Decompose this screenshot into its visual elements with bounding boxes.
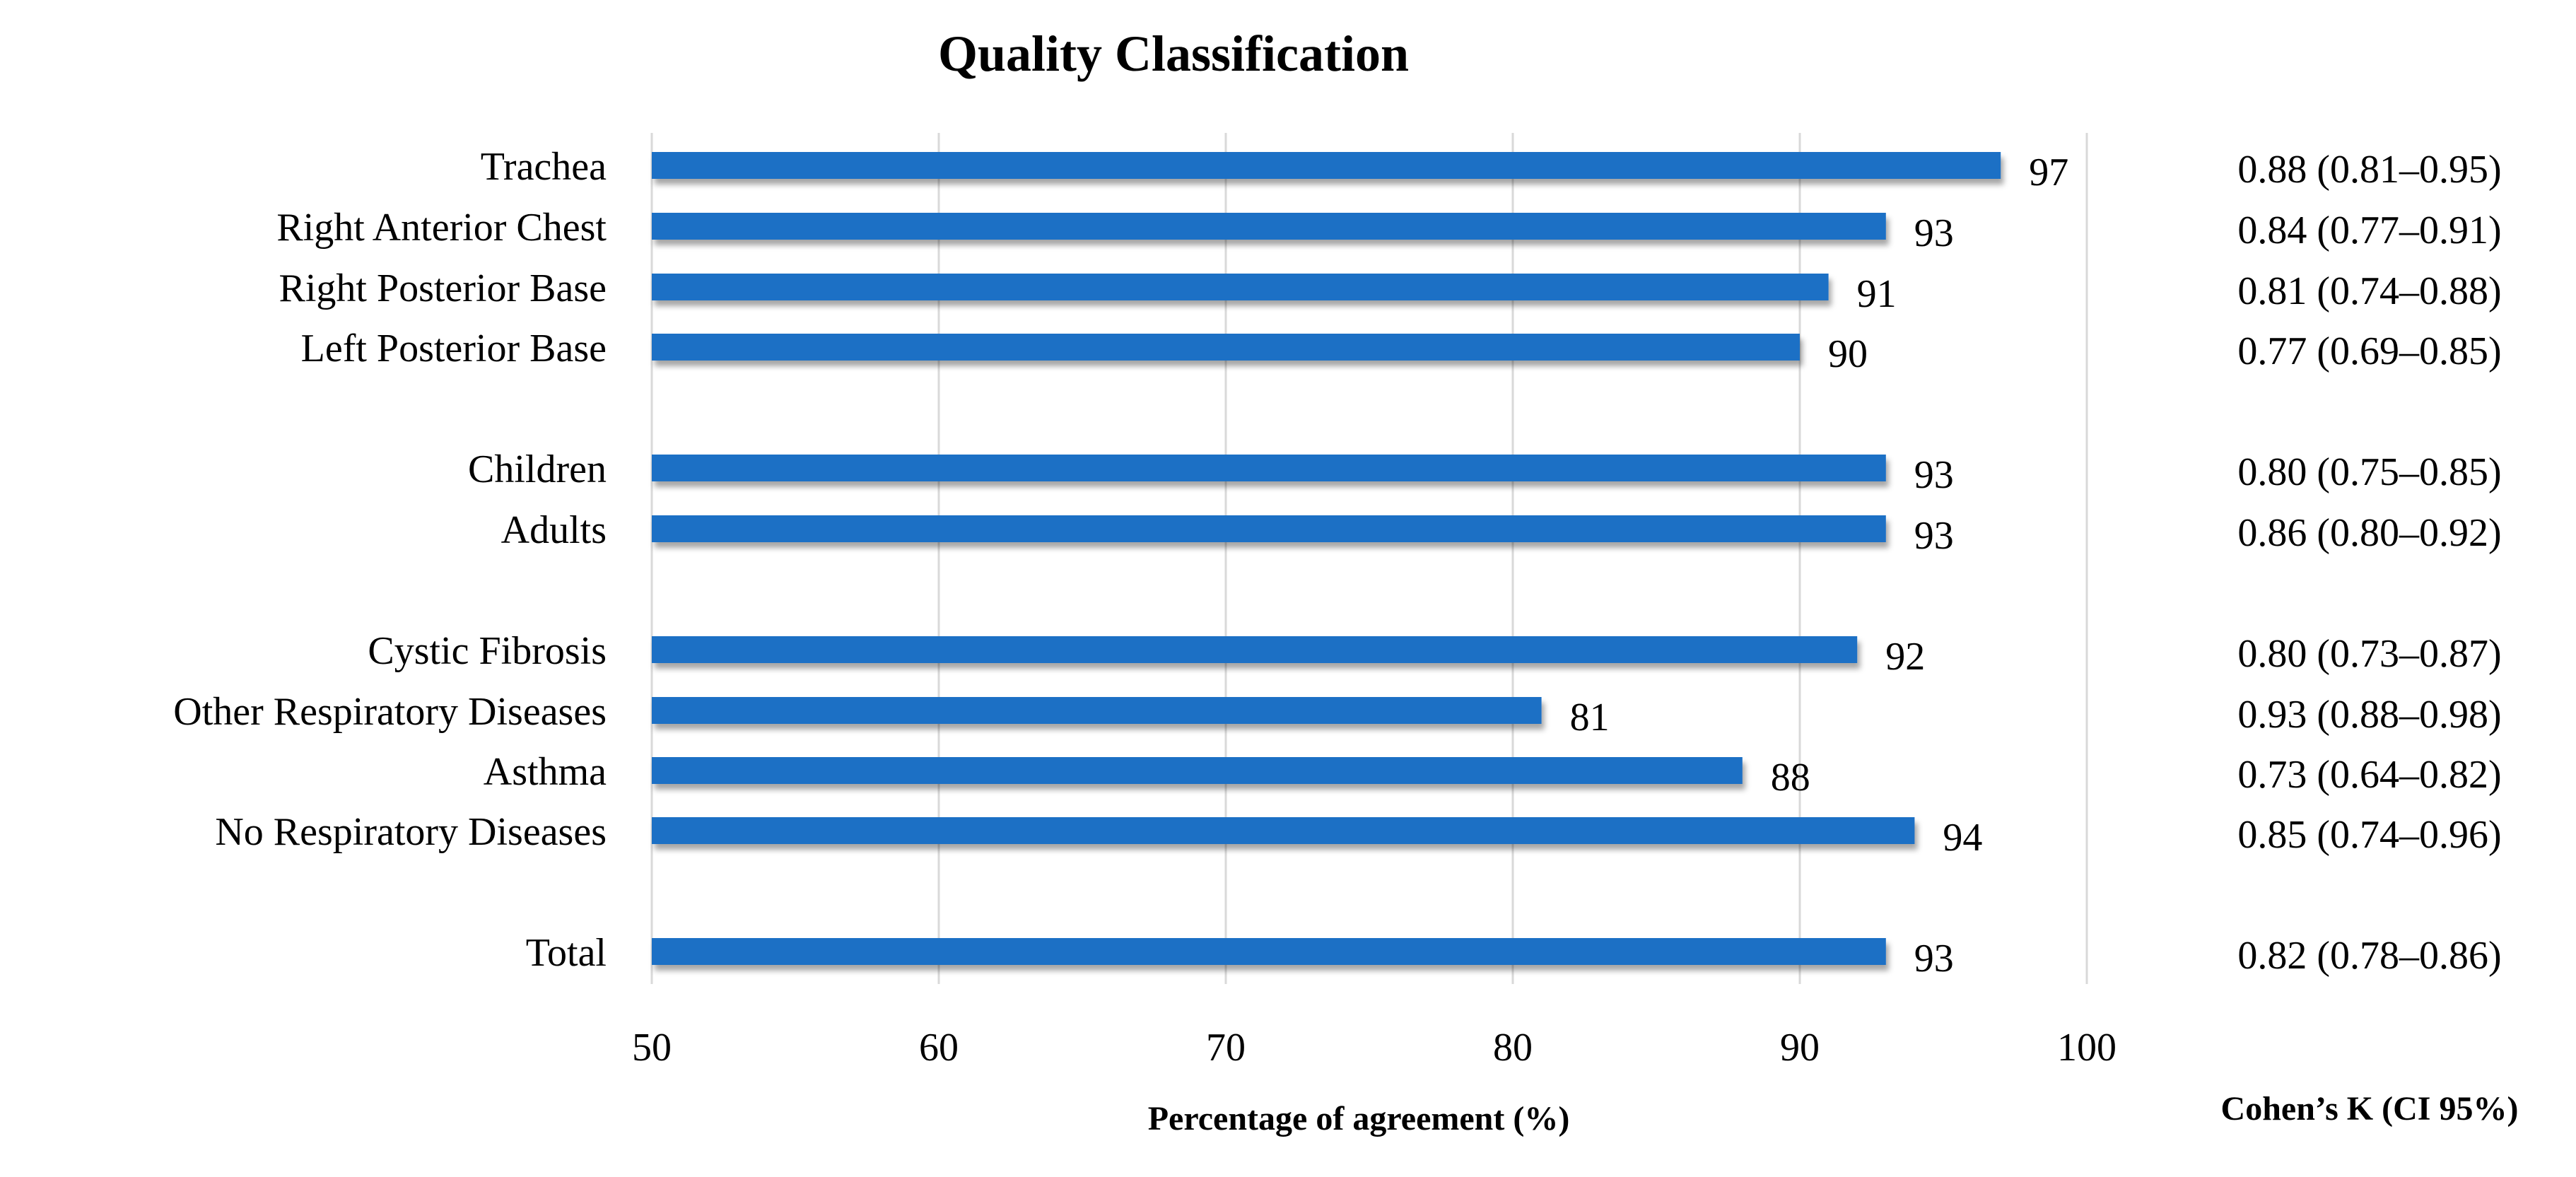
- value-label: 97: [2029, 151, 2068, 194]
- value-label: 94: [1943, 816, 1982, 860]
- bar: [652, 817, 1915, 844]
- kappa-value: 0.73 (0.64–0.82): [2237, 753, 2501, 797]
- bar: [652, 213, 1886, 240]
- kappa-value: 0.81 (0.74–0.88): [2237, 269, 2501, 313]
- x-tick-label: 60: [919, 1026, 959, 1070]
- kappa-value: 0.80 (0.73–0.87): [2237, 632, 2501, 676]
- value-label: 93: [1914, 937, 1954, 980]
- value-label: 93: [1914, 514, 1954, 558]
- x-tick-label: 70: [1206, 1026, 1246, 1070]
- category-label: Asthma: [484, 750, 607, 794]
- category-label: Left Posterior Base: [301, 327, 607, 370]
- value-label: 81: [1570, 696, 1610, 739]
- kappa-value: 0.82 (0.78–0.86): [2237, 934, 2501, 978]
- category-label: Right Anterior Chest: [276, 206, 607, 250]
- kappa-column-title: Cohen’s K (CI 95%): [2221, 1090, 2519, 1128]
- kappa-value: 0.85 (0.74–0.96): [2237, 813, 2501, 857]
- kappa-value: 0.80 (0.75–0.85): [2237, 450, 2501, 494]
- bar: [652, 697, 1542, 724]
- bar: [652, 152, 2001, 179]
- chart-title: Quality Classification: [938, 25, 1409, 82]
- bar: [652, 334, 1800, 361]
- category-label: No Respiratory Diseases: [215, 810, 607, 854]
- value-label: 93: [1914, 453, 1954, 497]
- category-label: Children: [468, 447, 607, 491]
- bars: [652, 152, 2001, 965]
- kappa-value: 0.84 (0.77–0.91): [2237, 209, 2501, 252]
- category-label: Right Posterior Base: [279, 267, 607, 310]
- x-tick-label: 50: [632, 1026, 672, 1070]
- value-label: 93: [1914, 211, 1954, 255]
- bar: [652, 455, 1886, 481]
- value-label: 92: [1885, 635, 1925, 679]
- bar: [652, 636, 1858, 663]
- bar: [652, 757, 1743, 784]
- x-tick-label: 80: [1493, 1026, 1533, 1070]
- value-labels: 97 93 91 90 93 93 92 81 88 94 93: [1570, 151, 2069, 980]
- value-label: 91: [1857, 272, 1897, 316]
- category-labels: Trachea Right Anterior Chest Right Posteri…: [173, 145, 607, 975]
- category-label: Adults: [501, 508, 607, 552]
- kappa-column: 0.88 (0.81–0.95) 0.84 (0.77–0.91) 0.81 (0.…: [2237, 148, 2501, 978]
- x-axis-title: Percentage of agreement (%): [1148, 1100, 1570, 1137]
- kappa-value: 0.77 (0.69–0.85): [2237, 329, 2501, 373]
- value-label: 88: [1771, 756, 1810, 800]
- kappa-value: 0.88 (0.81–0.95): [2237, 148, 2501, 192]
- x-tick-label: 90: [1780, 1026, 1820, 1070]
- bar: [652, 515, 1886, 542]
- bar: [652, 938, 1886, 965]
- x-axis-ticks: 50 60 70 80 90 100: [632, 1026, 2117, 1070]
- category-label: Total: [526, 931, 607, 975]
- category-label: Other Respiratory Diseases: [173, 690, 607, 734]
- kappa-value: 0.93 (0.88–0.98): [2237, 693, 2501, 737]
- value-label: 90: [1828, 332, 1868, 376]
- grid-lines: [650, 133, 2088, 984]
- x-tick-label: 100: [2057, 1026, 2117, 1070]
- bar: [652, 274, 1829, 300]
- category-label: Cystic Fibrosis: [368, 629, 607, 673]
- category-label: Trachea: [481, 145, 607, 189]
- kappa-value: 0.86 (0.80–0.92): [2237, 511, 2501, 555]
